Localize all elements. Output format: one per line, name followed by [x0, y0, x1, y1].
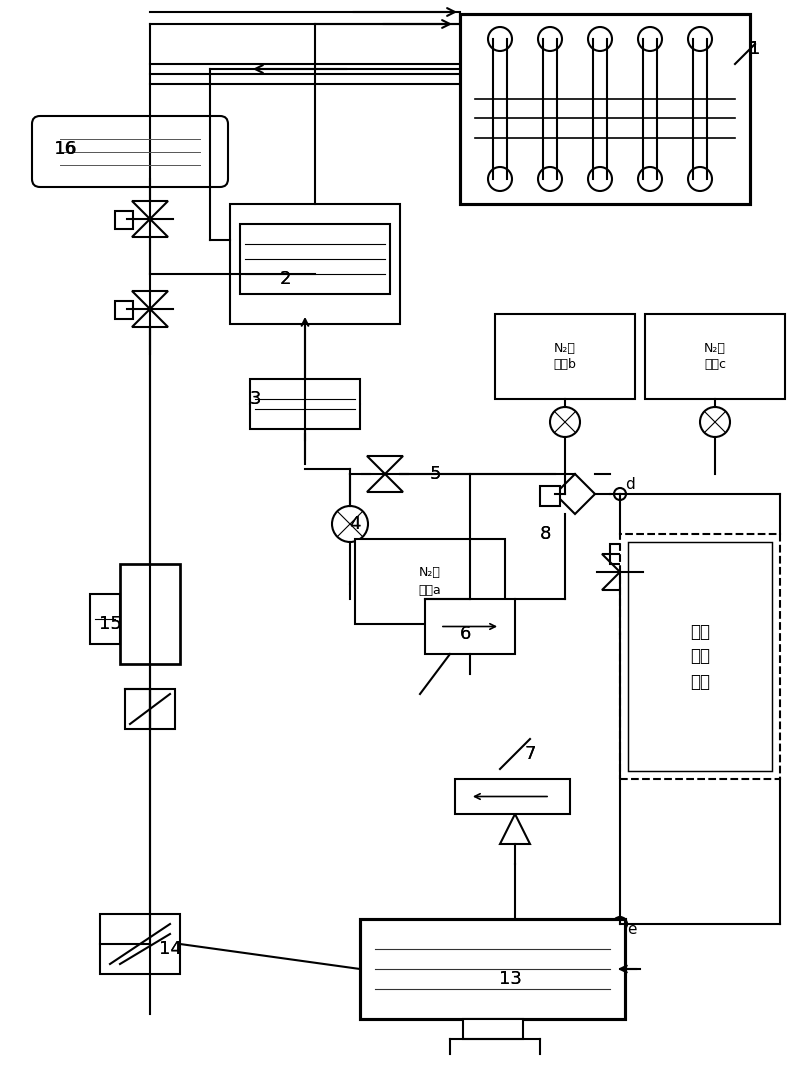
Bar	[355, 539, 505, 624]
Text: N₂接
入点a: N₂接 入点a	[418, 567, 442, 596]
Bar	[610, 544, 630, 564]
Text: 14: 14	[158, 940, 182, 958]
Bar	[360, 919, 625, 1019]
Bar	[628, 542, 772, 771]
Text: 6: 6	[459, 625, 470, 643]
Text: 3: 3	[250, 390, 261, 408]
Text: 15: 15	[98, 615, 122, 633]
Text: 7: 7	[524, 745, 536, 763]
Bar	[100, 914, 180, 975]
Text: N₂接
入点c: N₂接 入点c	[704, 341, 726, 372]
Text: 2: 2	[279, 270, 290, 288]
Text: 4: 4	[350, 515, 361, 533]
Text: d: d	[625, 477, 634, 492]
Bar	[115, 211, 133, 229]
FancyBboxPatch shape	[32, 116, 228, 188]
Text: 1: 1	[750, 40, 761, 59]
Bar	[240, 224, 390, 294]
Text: 1: 1	[750, 40, 761, 59]
Bar	[460, 14, 750, 204]
Text: 自动
收集
支路: 自动 收集 支路	[690, 622, 710, 691]
Text: 2: 2	[279, 270, 290, 288]
Bar	[455, 779, 570, 814]
Text: 5: 5	[430, 465, 441, 483]
Text: 13: 13	[498, 970, 522, 988]
Bar	[230, 204, 400, 324]
Bar	[425, 599, 515, 654]
Bar	[250, 379, 360, 429]
Text: 4: 4	[350, 515, 361, 533]
Text: 15: 15	[98, 615, 122, 633]
Bar	[115, 301, 133, 319]
Bar	[125, 689, 175, 730]
Text: 6: 6	[459, 625, 470, 643]
Text: 14: 14	[158, 940, 182, 958]
Text: 5: 5	[430, 465, 441, 483]
Text: 7: 7	[524, 745, 536, 763]
Text: 13: 13	[498, 970, 522, 988]
Text: 8: 8	[539, 525, 550, 543]
Text: e: e	[627, 921, 637, 937]
Bar	[620, 534, 780, 779]
Bar	[462, 1019, 522, 1038]
Bar	[90, 594, 120, 644]
Text: 3: 3	[250, 390, 261, 408]
Text: 16: 16	[54, 140, 76, 158]
Bar	[645, 314, 785, 399]
Bar	[120, 564, 180, 664]
Bar	[495, 314, 635, 399]
Text: 8: 8	[539, 525, 550, 543]
Text: N₂接
入点b: N₂接 入点b	[554, 341, 577, 372]
Text: 16: 16	[54, 140, 75, 158]
Bar	[540, 486, 560, 506]
